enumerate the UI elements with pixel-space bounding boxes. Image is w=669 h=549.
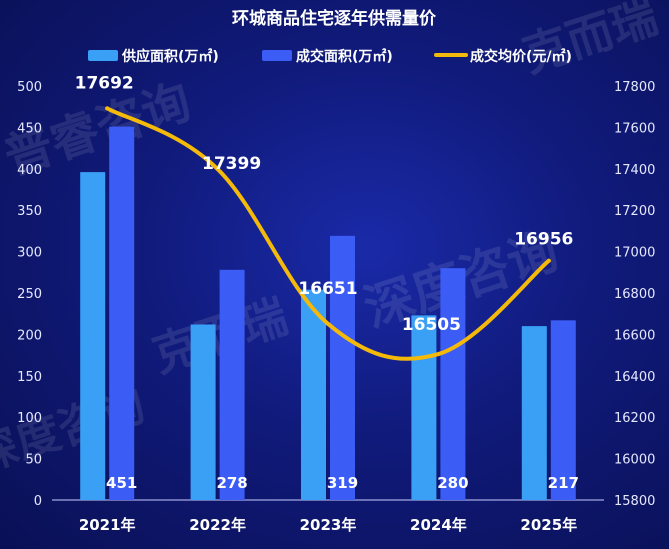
right-tick-label: 17400 [614, 163, 655, 178]
price-point [436, 352, 441, 357]
left-tick-label: 50 [25, 453, 42, 468]
right-tick-label: 17000 [614, 246, 655, 261]
right-tick-label: 16200 [614, 411, 655, 426]
x-tick-label: 2022年 [189, 516, 246, 534]
left-axis: 0 50 100 150 200 250 300 350 400 450 500 [17, 80, 42, 509]
legend-swatch-deal [262, 50, 292, 61]
legend: 供应面积(万㎡) 成交面积(万㎡) 成交均价(元/㎡) [88, 48, 572, 65]
price-value-label: 16651 [298, 279, 357, 299]
chart-title: 环城商品住宅逐年供需量价 [232, 8, 437, 29]
deal-bar-value-label: 217 [548, 474, 579, 492]
right-tick-label: 16000 [614, 453, 655, 468]
left-tick-label: 500 [17, 80, 42, 95]
x-tick-label: 2024年 [410, 516, 467, 534]
deal-bar-value-label: 319 [327, 474, 358, 492]
deal-bar-value-label: 451 [106, 474, 137, 492]
supply-bar [190, 324, 216, 500]
x-tick-label: 2025年 [520, 516, 577, 534]
deal-bar [550, 320, 576, 500]
x-axis: 2021年 2022年 2023年 2024年 2025年 [79, 516, 577, 534]
supply-bar [301, 289, 326, 500]
left-tick-label: 350 [17, 204, 42, 219]
price-value-label: 17399 [202, 154, 261, 174]
left-tick-label: 250 [17, 287, 42, 302]
deal-bar [440, 268, 466, 500]
deal-bar [109, 126, 135, 501]
bar-series: 451 278 319 280 217 [80, 126, 579, 501]
right-tick-label: 17200 [614, 204, 655, 219]
deal-bar-value-label: 278 [216, 474, 247, 492]
price-value-label: 16956 [514, 230, 573, 250]
legend-label-supply: 供应面积(万㎡) [121, 48, 219, 65]
left-tick-label: 450 [17, 121, 42, 136]
right-tick-label: 17800 [614, 80, 655, 95]
left-tick-label: 300 [17, 246, 42, 261]
deal-bar-value-label: 280 [437, 474, 468, 492]
x-tick-label: 2023年 [300, 516, 357, 534]
left-tick-label: 150 [17, 370, 42, 385]
left-tick-label: 0 [34, 494, 42, 509]
price-value-label: 17692 [75, 73, 134, 93]
right-tick-label: 16600 [614, 328, 655, 343]
supply-bar [521, 326, 547, 500]
right-tick-label: 16800 [614, 287, 655, 302]
x-tick-label: 2021年 [79, 516, 136, 534]
legend-label-deal: 成交面积(万㎡) [296, 48, 393, 65]
price-point [105, 106, 110, 111]
legend-label-price: 成交均价(元/㎡) [470, 48, 572, 65]
left-tick-label: 200 [17, 328, 42, 343]
deal-bar [330, 235, 355, 501]
right-tick-label: 15800 [614, 494, 655, 509]
left-tick-label: 100 [17, 411, 42, 426]
price-point [546, 258, 551, 263]
right-axis: 15800 16000 16200 16400 16600 16800 17000 17200… [614, 80, 655, 509]
right-tick-label: 16400 [614, 370, 655, 385]
price-line [105, 106, 551, 361]
price-point [215, 167, 220, 172]
legend-swatch-supply [88, 50, 118, 61]
right-tick-label: 17600 [614, 121, 655, 136]
price-value-label: 16505 [402, 315, 461, 335]
supply-bar [80, 172, 106, 500]
supply-bar [411, 315, 437, 500]
deal-bar [219, 269, 245, 500]
price-point [326, 321, 330, 326]
line-series: 17692 17399 16651 16505 16956 [75, 73, 573, 361]
left-tick-label: 400 [17, 163, 42, 178]
